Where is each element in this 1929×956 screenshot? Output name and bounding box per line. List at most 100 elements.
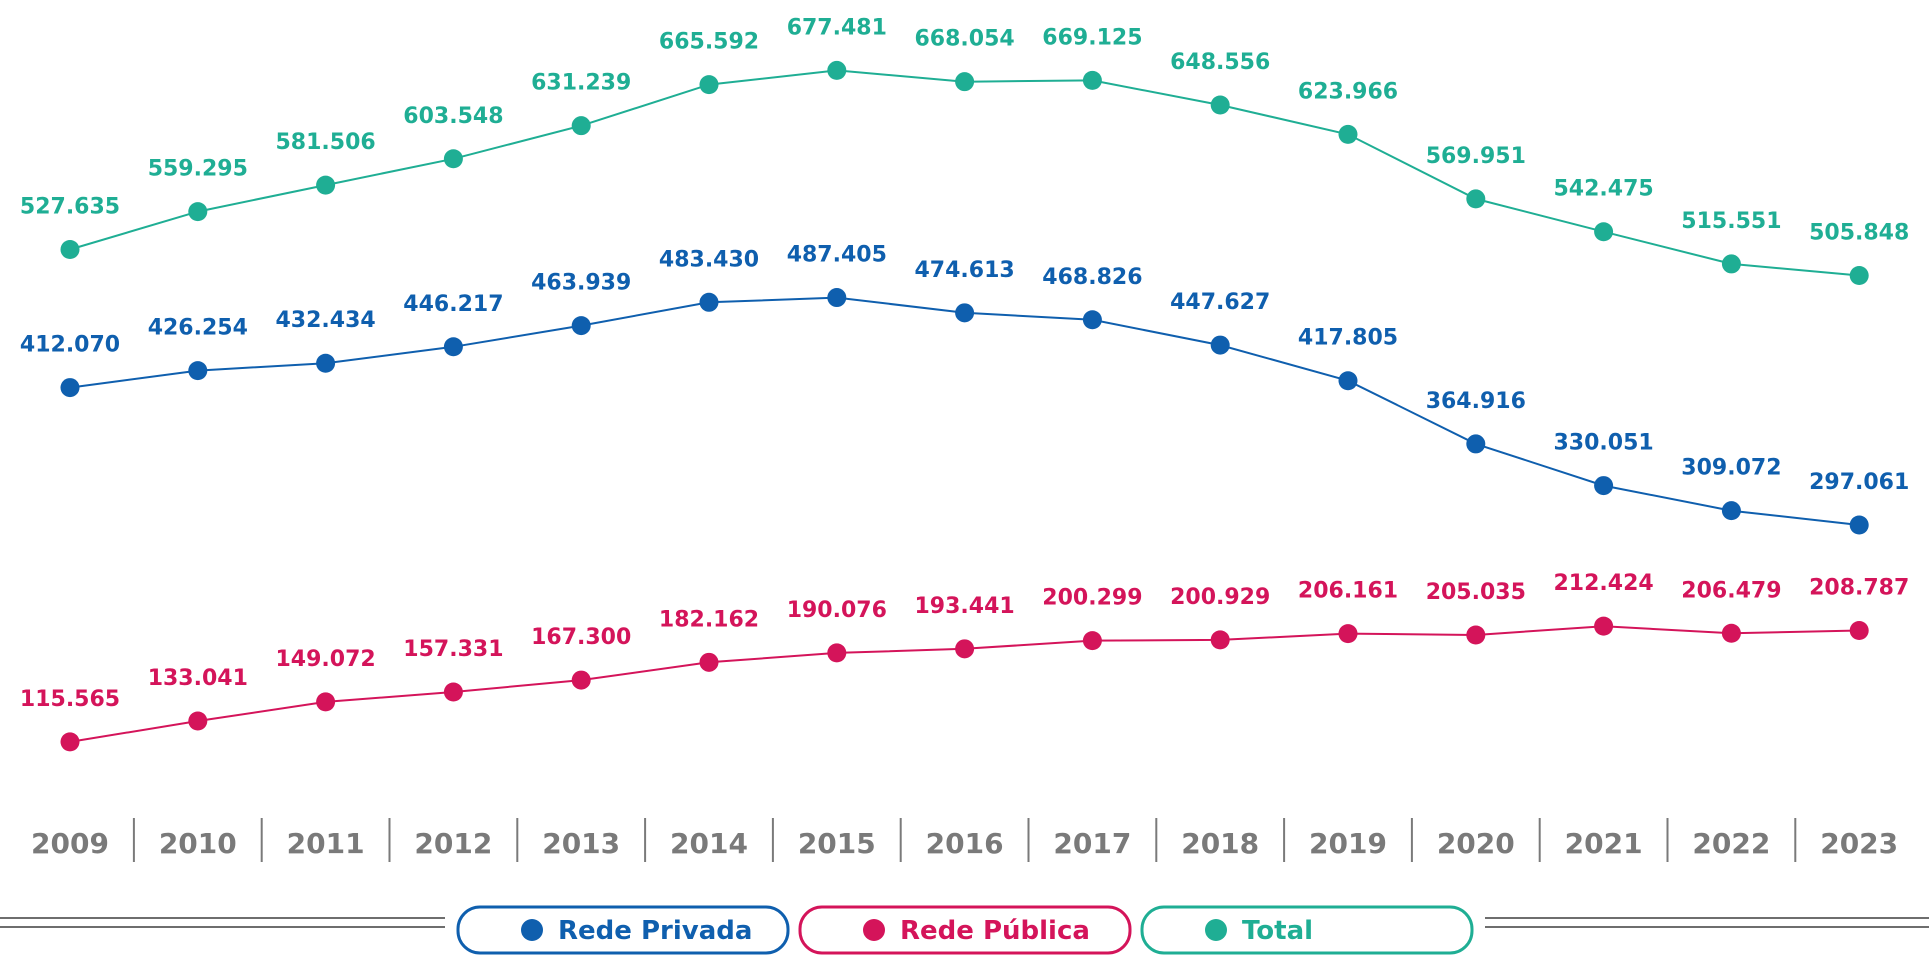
data-point-rede-p-blica-2014 (699, 652, 719, 672)
data-label-total-2012: 603.548 (403, 104, 503, 129)
data-label-rede-p-blica-2021: 212.424 (1553, 571, 1653, 596)
data-label-rede-privada-2018: 447.627 (1170, 290, 1270, 315)
data-point-total-2011 (316, 175, 336, 195)
legend-marker-total (1205, 919, 1227, 941)
data-point-total-2018 (1210, 95, 1230, 115)
data-point-rede-privada-2013 (571, 316, 591, 336)
data-label-rede-p-blica-2019: 206.161 (1298, 579, 1398, 604)
data-label-rede-privada-2013: 463.939 (531, 271, 631, 296)
data-label-total-2009: 527.635 (20, 194, 120, 219)
legend-marker-rede-privada (521, 919, 543, 941)
x-tick-label-2011: 2011 (287, 827, 365, 860)
data-point-rede-p-blica-2012 (443, 682, 463, 702)
data-point-total-2016 (955, 72, 975, 92)
data-label-rede-p-blica-2017: 200.299 (1042, 586, 1142, 611)
x-tick-label-2018: 2018 (1181, 827, 1259, 860)
legend-pill-total (1140, 905, 1474, 955)
data-label-rede-privada-2015: 487.405 (787, 243, 887, 268)
data-label-rede-privada-2021: 330.051 (1553, 431, 1653, 456)
data-point-total-2010 (188, 202, 208, 222)
data-point-total-2019 (1338, 124, 1358, 144)
data-label-rede-privada-2023: 297.061 (1809, 470, 1909, 495)
data-point-rede-privada-2021 (1594, 476, 1614, 496)
data-point-rede-privada-2011 (316, 353, 336, 373)
data-point-rede-p-blica-2023 (1849, 620, 1869, 640)
data-labels: 527.635 559.295 581.506 603.548 631.239 665.5… (20, 15, 1909, 711)
data-label-total-2017: 669.125 (1042, 25, 1142, 50)
data-point-rede-p-blica-2017 (1082, 631, 1102, 651)
legend-item-total[interactable]: Total (1140, 905, 1474, 955)
data-label-rede-privada-2019: 417.805 (1298, 326, 1398, 351)
data-point-total-2009 (60, 239, 80, 259)
data-point-total-2021 (1594, 222, 1614, 242)
data-point-rede-p-blica-2019 (1338, 624, 1358, 644)
data-point-total-2015 (827, 60, 847, 80)
x-tick-label-2019: 2019 (1309, 827, 1387, 860)
x-tick-label-2012: 2012 (414, 827, 492, 860)
data-label-rede-privada-2010: 426.254 (148, 316, 248, 341)
data-point-total-2013 (571, 116, 591, 136)
data-label-rede-p-blica-2009: 115.565 (20, 687, 120, 712)
legend-item-rede-privada[interactable]: Rede Privada (456, 905, 790, 955)
data-point-rede-p-blica-2020 (1466, 625, 1486, 645)
data-label-rede-privada-2012: 446.217 (403, 292, 503, 317)
data-label-rede-p-blica-2015: 190.076 (787, 598, 887, 623)
data-label-rede-p-blica-2023: 208.787 (1809, 575, 1909, 600)
data-label-total-2015: 677.481 (787, 15, 887, 40)
data-label-rede-p-blica-2018: 200.929 (1170, 585, 1270, 610)
data-point-rede-privada-2014 (699, 292, 719, 312)
x-tick-label-2015: 2015 (798, 827, 876, 860)
x-tick-label-2022: 2022 (1692, 827, 1770, 860)
x-tick-label-2010: 2010 (159, 827, 237, 860)
legend-item-rede-p-blica[interactable]: Rede Pública (798, 905, 1132, 955)
data-label-rede-p-blica-2014: 182.162 (659, 607, 759, 632)
data-point-rede-p-blica-2015 (827, 643, 847, 663)
data-point-rede-privada-2018 (1210, 335, 1230, 355)
data-point-rede-privada-2015 (827, 288, 847, 308)
data-point-rede-p-blica-2021 (1594, 616, 1614, 636)
data-label-total-2019: 623.966 (1298, 79, 1398, 104)
x-tick-label-2020: 2020 (1437, 827, 1515, 860)
data-label-total-2023: 505.848 (1809, 221, 1909, 246)
legend: Rede Privada Rede Pública Total (0, 905, 1929, 955)
data-point-total-2020 (1466, 189, 1486, 209)
legend-pill-rede-privada (456, 905, 790, 955)
data-point-rede-p-blica-2018 (1210, 630, 1230, 650)
data-point-rede-privada-2020 (1466, 434, 1486, 454)
x-tick-label-2021: 2021 (1565, 827, 1643, 860)
data-label-rede-p-blica-2020: 205.035 (1426, 580, 1526, 605)
x-tick-label-2014: 2014 (670, 827, 748, 860)
data-point-total-2023 (1849, 266, 1869, 286)
data-point-rede-p-blica-2010 (188, 711, 208, 731)
legend-label-total: Total (1242, 916, 1313, 946)
data-point-rede-privada-2023 (1849, 515, 1869, 535)
data-label-rede-p-blica-2011: 149.072 (275, 647, 375, 672)
data-label-rede-privada-2011: 432.434 (275, 308, 375, 333)
data-point-rede-p-blica-2022 (1721, 623, 1741, 643)
data-point-rede-privada-2016 (955, 303, 975, 323)
data-label-total-2013: 631.239 (531, 71, 631, 96)
x-tick-label-2013: 2013 (542, 827, 620, 860)
legend-pill-rede-p-blica (798, 905, 1132, 955)
data-point-rede-privada-2010 (188, 361, 208, 381)
data-point-rede-p-blica-2009 (60, 732, 80, 752)
data-label-rede-privada-2009: 412.070 (20, 333, 120, 358)
data-label-total-2018: 648.556 (1170, 50, 1270, 75)
legend-label-rede-p-blica: Rede Pública (900, 916, 1090, 946)
data-label-rede-privada-2022: 309.072 (1681, 456, 1781, 481)
data-point-total-2014 (699, 75, 719, 95)
data-label-rede-privada-2016: 474.613 (914, 258, 1014, 283)
data-point-rede-privada-2009 (60, 378, 80, 398)
data-label-total-2010: 559.295 (148, 157, 248, 182)
data-label-rede-privada-2017: 468.826 (1042, 265, 1142, 290)
data-label-total-2020: 569.951 (1426, 144, 1526, 169)
legend-label-rede-privada: Rede Privada (558, 916, 752, 946)
data-label-rede-p-blica-2012: 157.331 (403, 637, 503, 662)
x-tick-label-2016: 2016 (926, 827, 1004, 860)
data-point-total-2022 (1721, 254, 1741, 274)
x-tick-label-2017: 2017 (1053, 827, 1131, 860)
data-label-rede-p-blica-2016: 193.441 (914, 594, 1014, 619)
data-label-total-2011: 581.506 (275, 130, 375, 155)
series-points (60, 60, 1869, 752)
